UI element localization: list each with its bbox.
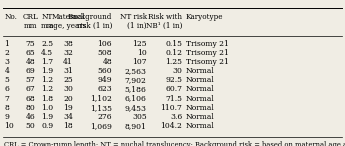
Text: 80: 80 <box>26 104 36 112</box>
Text: 69: 69 <box>26 67 36 75</box>
Text: 3: 3 <box>4 58 9 66</box>
Text: 1,102: 1,102 <box>90 95 112 102</box>
Text: 8,901: 8,901 <box>125 122 147 130</box>
Text: 71.5: 71.5 <box>165 95 182 102</box>
Text: Risk with: Risk with <box>148 13 182 21</box>
Text: Karyotype: Karyotype <box>186 13 223 21</box>
Text: 50: 50 <box>26 122 36 130</box>
Text: 106: 106 <box>98 40 112 48</box>
Text: 10: 10 <box>137 49 147 57</box>
Text: 41: 41 <box>63 58 73 66</box>
Text: 34: 34 <box>63 113 73 121</box>
Text: 1.0: 1.0 <box>41 104 53 112</box>
Text: 9,453: 9,453 <box>125 104 147 112</box>
Text: 305: 305 <box>132 113 147 121</box>
Text: 30: 30 <box>172 67 182 75</box>
Text: Normal: Normal <box>186 122 214 130</box>
Text: 8: 8 <box>4 104 9 112</box>
Text: CRL: CRL <box>23 13 39 21</box>
Text: 7,902: 7,902 <box>125 76 147 84</box>
Text: age, years: age, years <box>49 22 87 30</box>
Text: 38: 38 <box>63 40 73 48</box>
Text: 10: 10 <box>4 122 14 130</box>
Text: 60.7: 60.7 <box>165 85 182 93</box>
Text: Background: Background <box>68 13 112 21</box>
Text: 107: 107 <box>132 58 147 66</box>
Text: 2.5: 2.5 <box>41 40 53 48</box>
Text: 5: 5 <box>4 76 9 84</box>
Text: 0.15: 0.15 <box>165 40 182 48</box>
Text: NB¹ (1 in): NB¹ (1 in) <box>146 22 182 30</box>
Text: 18: 18 <box>63 122 73 130</box>
Text: Trisomy 21: Trisomy 21 <box>186 49 228 57</box>
Text: Normal: Normal <box>186 113 214 121</box>
Text: 75: 75 <box>26 40 36 48</box>
Text: 508: 508 <box>98 49 112 57</box>
Text: 110.7: 110.7 <box>160 104 182 112</box>
Text: 1,069: 1,069 <box>90 122 112 130</box>
Text: 19: 19 <box>63 104 73 112</box>
Text: 46: 46 <box>26 113 36 121</box>
Text: 5,186: 5,186 <box>125 85 147 93</box>
Text: 1: 1 <box>4 40 9 48</box>
Text: 1.2: 1.2 <box>41 76 53 84</box>
Text: 20: 20 <box>63 95 73 102</box>
Text: 31: 31 <box>63 67 73 75</box>
Text: No.: No. <box>4 13 17 21</box>
Text: 623: 623 <box>97 85 112 93</box>
Text: 68: 68 <box>26 95 36 102</box>
Text: 6,106: 6,106 <box>125 95 147 102</box>
Text: 1.9: 1.9 <box>41 67 53 75</box>
Text: Normal: Normal <box>186 104 214 112</box>
Text: 30: 30 <box>63 85 73 93</box>
Text: 57: 57 <box>26 76 36 84</box>
Text: 48: 48 <box>26 58 36 66</box>
Text: 1.2: 1.2 <box>41 85 53 93</box>
Text: 7: 7 <box>4 95 9 102</box>
Text: 4.5: 4.5 <box>41 49 53 57</box>
Text: 9: 9 <box>4 113 9 121</box>
Text: Trisomy 21: Trisomy 21 <box>186 40 228 48</box>
Text: 1.8: 1.8 <box>41 95 53 102</box>
Text: 1.7: 1.7 <box>41 58 53 66</box>
Text: 1.9: 1.9 <box>41 113 53 121</box>
Text: 2,563: 2,563 <box>125 67 147 75</box>
Text: 32: 32 <box>63 49 73 57</box>
Text: Normal: Normal <box>186 85 214 93</box>
Text: CRL = Crown-rump length; NT = nuchal translucency; Background risk = based on ma: CRL = Crown-rump length; NT = nuchal tra… <box>4 141 345 146</box>
Text: 65: 65 <box>26 49 36 57</box>
Text: mm: mm <box>24 22 38 30</box>
Text: risk (1 in): risk (1 in) <box>77 22 112 30</box>
Text: 48: 48 <box>102 58 112 66</box>
Text: 25: 25 <box>63 76 73 84</box>
Text: Normal: Normal <box>186 76 214 84</box>
Text: Normal: Normal <box>186 67 214 75</box>
Text: 276: 276 <box>98 113 112 121</box>
Text: (1 in): (1 in) <box>127 22 147 30</box>
Text: Normal: Normal <box>186 95 214 102</box>
Text: Maternal: Maternal <box>51 13 85 21</box>
Text: 125: 125 <box>132 40 147 48</box>
Text: 4: 4 <box>4 67 9 75</box>
Text: 2: 2 <box>4 49 9 57</box>
Text: NT: NT <box>42 13 53 21</box>
Text: 6: 6 <box>4 85 9 93</box>
Text: 67: 67 <box>26 85 36 93</box>
Text: 104.2: 104.2 <box>160 122 182 130</box>
Text: 949: 949 <box>98 76 112 84</box>
Text: 560: 560 <box>98 67 112 75</box>
Text: mm: mm <box>40 22 54 30</box>
Text: 0.12: 0.12 <box>165 49 182 57</box>
Text: Trisomy 21: Trisomy 21 <box>186 58 228 66</box>
Text: NT risk: NT risk <box>119 13 147 21</box>
Text: 1,135: 1,135 <box>90 104 112 112</box>
Text: 92.5: 92.5 <box>165 76 182 84</box>
Text: 1.25: 1.25 <box>165 58 182 66</box>
Text: 0.9: 0.9 <box>41 122 53 130</box>
Text: 3.6: 3.6 <box>170 113 182 121</box>
